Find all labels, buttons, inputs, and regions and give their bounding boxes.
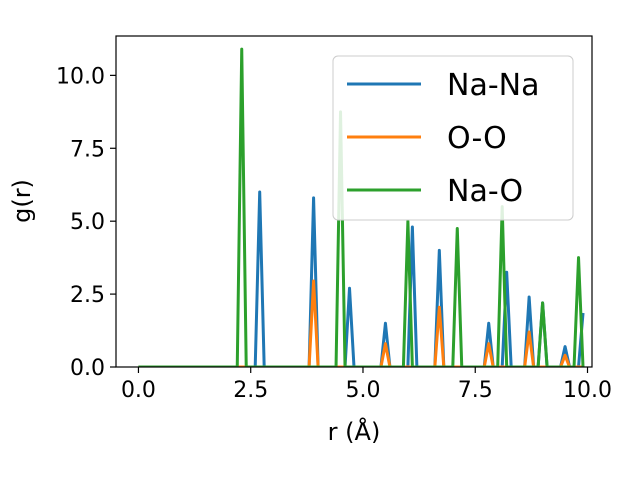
- legend-label: O-O: [447, 121, 507, 156]
- x-tick-label: 7.5: [458, 378, 493, 403]
- y-tick-label: 5.0: [70, 210, 105, 235]
- x-tick-label: 2.5: [233, 378, 268, 403]
- x-axis: 0.0 2.5 5.0 7.5 10.0: [121, 367, 612, 403]
- series-layer: [138, 47, 585, 367]
- x-axis-title: r (Å): [328, 417, 381, 446]
- legend-box: [332, 55, 574, 221]
- x-tick-label: 0.0: [121, 378, 156, 403]
- x-tick-label: 10.0: [563, 378, 612, 403]
- plot-area: [138, 47, 585, 367]
- series-line-na-o: [138, 47, 585, 367]
- y-tick-label: 10.0: [56, 64, 105, 89]
- y-axis-title: g(r): [8, 179, 36, 223]
- legend-label: Na-O: [447, 174, 523, 209]
- y-tick-label: 0.0: [70, 356, 105, 381]
- legend: Na-Na O-O Na-O: [332, 55, 574, 221]
- y-tick-label: 2.5: [70, 283, 105, 308]
- y-axis: 0.0 2.5 5.0 7.5 10.0: [56, 64, 116, 381]
- plot-frame: [115, 35, 593, 368]
- y-tick-label: 7.5: [70, 137, 105, 162]
- x-tick-label: 5.0: [345, 378, 380, 403]
- legend-label: Na-Na: [447, 68, 539, 103]
- series-line-o-o: [138, 279, 584, 367]
